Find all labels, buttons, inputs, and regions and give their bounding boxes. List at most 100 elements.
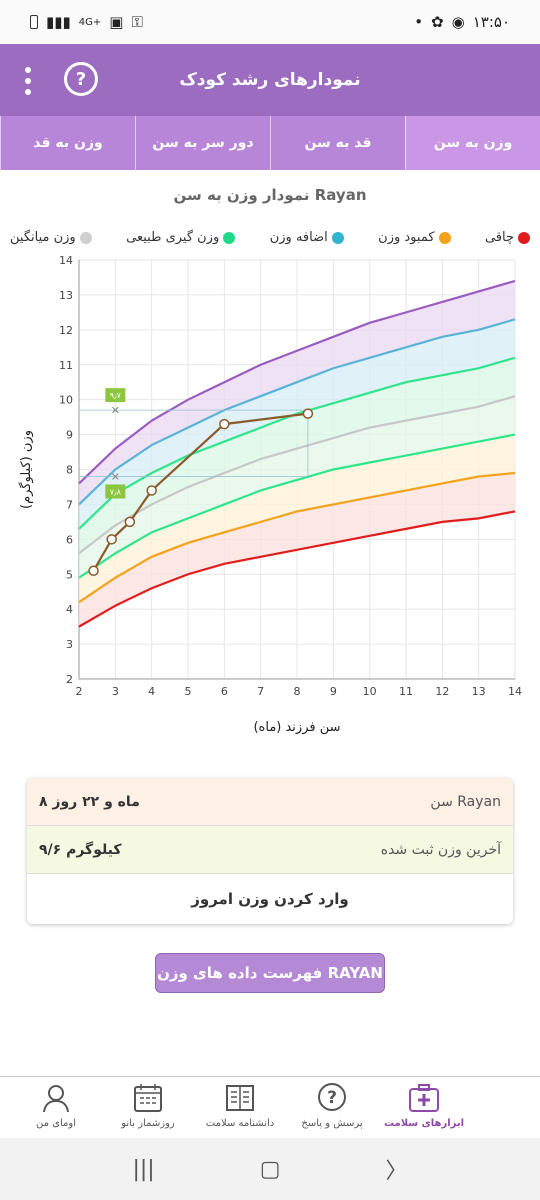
book-icon	[226, 1085, 254, 1111]
reference-curve	[78, 356, 516, 530]
tab-bar: وزن به سن قد به سن دور سر به سن وزن به ق…	[0, 116, 540, 170]
battery-icon	[30, 15, 38, 29]
x-tick-label: 6	[221, 685, 228, 698]
reference-curve	[78, 318, 516, 506]
medical-kit-icon	[409, 1084, 439, 1112]
y-tick-label: 4	[66, 603, 73, 616]
tab-weight-height[interactable]: وزن به قد	[0, 116, 135, 170]
whatsapp-icon: ◉	[451, 13, 465, 31]
home-icon[interactable]: ▢	[259, 1156, 281, 1182]
network-label: 4G+	[78, 16, 102, 28]
legend-dot	[438, 231, 451, 244]
x-tick-label: 3	[112, 685, 119, 698]
nav-profile[interactable]: اومای من	[10, 1077, 102, 1138]
data-point	[302, 408, 314, 419]
x-tick-label: 12	[435, 685, 449, 698]
nav-label: روزشمار بانو	[121, 1118, 175, 1129]
nav-qa[interactable]: ? پرسش و پاسخ	[286, 1077, 378, 1138]
data-point	[146, 485, 157, 496]
legend-label: وزن گیری طبیعی	[126, 230, 220, 245]
x-tick-label: 5	[185, 685, 192, 698]
reference-band	[79, 434, 515, 603]
svg-text:?: ?	[327, 1088, 337, 1108]
x-tick-label: 13	[472, 685, 486, 698]
x-tick-label: 14	[508, 685, 522, 698]
y-tick-label: 9	[66, 429, 73, 442]
weight-value: ۹/۶ کیلوگرم	[39, 841, 122, 858]
age-value: ۸ ماه و ۲۲ روز	[39, 793, 140, 810]
status-left: ▮▮▮ 4G+ ▣ ⚿	[30, 13, 143, 31]
weight-list-button[interactable]: فهرست داده های وزن RAYAN	[155, 953, 385, 993]
recent-apps-icon[interactable]: |||	[132, 1156, 155, 1182]
help-icon[interactable]: ?	[64, 62, 98, 96]
tab-head-age[interactable]: دور سر به سن	[135, 116, 270, 170]
x-tick-label: 9	[330, 685, 337, 698]
legend-item: وزن میانگین	[10, 230, 92, 245]
calendar-icon	[134, 1084, 162, 1112]
question-icon: ?	[318, 1083, 346, 1111]
data-point	[88, 565, 99, 577]
legend-label: کمبود وزن	[378, 230, 435, 245]
marker-badge	[105, 484, 126, 499]
user-icon	[43, 1085, 69, 1113]
enter-weight-button[interactable]: وارد کردن وزن امروز	[27, 874, 513, 924]
legend-item: وزن گیری طبیعی	[126, 230, 236, 245]
x-tick-label: 4	[148, 685, 155, 698]
camera-icon: ▣	[109, 13, 124, 31]
x-tick-label: 10	[363, 685, 377, 698]
reference-band	[79, 319, 515, 529]
signal-icon: ▮▮▮	[46, 13, 71, 31]
tab-weight-age[interactable]: وزن به سن	[405, 116, 540, 170]
back-icon[interactable]: 〉	[385, 1159, 408, 1184]
nav-label: ابزارهای سلامت	[383, 1118, 465, 1129]
x-axis-title: سن فرزند (ماه)	[253, 720, 340, 735]
y-tick-label: 13	[59, 289, 73, 302]
data-point	[106, 534, 117, 545]
legend-dot	[223, 231, 236, 244]
marker-badge	[105, 388, 126, 403]
info-card: ۸ ماه و ۲۲ روز سن Rayan ۹/۶ کیلوگرم آخری…	[27, 778, 513, 924]
app-bar: ? نمودارهای رشد کودک	[0, 44, 540, 116]
reference-band	[79, 396, 515, 578]
key-icon: ⚿	[131, 13, 143, 31]
child-weight-line	[92, 412, 309, 572]
weight-row: ۹/۶ کیلوگرم آخرین وزن ثبت شده	[27, 826, 513, 874]
reference-curve	[78, 510, 516, 628]
legend-dot	[518, 231, 530, 244]
system-nav: ||| ▢ 〉	[0, 1138, 540, 1200]
tab-height-age[interactable]: قد به سن	[270, 116, 405, 170]
marker-x: ✕	[111, 470, 120, 483]
weight-label: آخرین وزن ثبت شده	[380, 841, 501, 858]
y-axis-title: وزن (کیلوگرم)	[18, 430, 34, 509]
dot-icon: •	[414, 13, 424, 31]
data-point	[219, 418, 230, 430]
nav-calendar[interactable]: روزشمار بانو	[102, 1077, 194, 1138]
y-tick-label: 12	[59, 324, 73, 337]
weight-age-chart: 2 3 4 5 6 7 8 9 10 11 12 13 14 2 3 4 5 6 7 8 9 10 11 12 13 14 ✕ ۹٫۷…	[18, 254, 522, 735]
legend-label: چاقی	[484, 230, 514, 245]
nav-health-tools[interactable]: ابزارهای سلامت	[378, 1077, 470, 1138]
legend-label: اضافه وزن	[269, 230, 328, 245]
nav-label: دانشنامه سلامت	[205, 1118, 275, 1129]
legend-item: چاقی	[485, 230, 530, 245]
chart-title: نمودار وزن به سن Rayan	[173, 186, 367, 204]
y-tick-label: 3	[66, 638, 73, 651]
app-icon: ✿	[431, 13, 444, 31]
page-title: نمودارهای رشد کودک	[179, 70, 361, 90]
x-tick-label: 11	[399, 685, 413, 698]
legend-label: وزن میانگین	[10, 230, 76, 245]
reference-band	[79, 280, 515, 505]
legend-item: اضافه وزن	[270, 230, 344, 245]
age-row: ۸ ماه و ۲۲ روز سن Rayan	[27, 778, 513, 826]
marker-x: ✕	[111, 404, 120, 417]
data-point	[124, 516, 136, 528]
reference-curve	[78, 471, 516, 604]
overflow-menu-icon[interactable]	[20, 64, 36, 98]
chart-legend: چاقی کمبود وزن اضافه وزن وزن گیری طبیعی …	[10, 230, 530, 245]
x-tick-label: 7	[257, 685, 264, 698]
reference-band	[79, 357, 515, 554]
reference-curve	[78, 433, 516, 579]
nav-encyclopedia[interactable]: دانشنامه سلامت	[194, 1077, 286, 1138]
nav-label: پرسش و پاسخ	[301, 1118, 363, 1129]
status-time: ۱۳:۵۰	[472, 13, 510, 31]
